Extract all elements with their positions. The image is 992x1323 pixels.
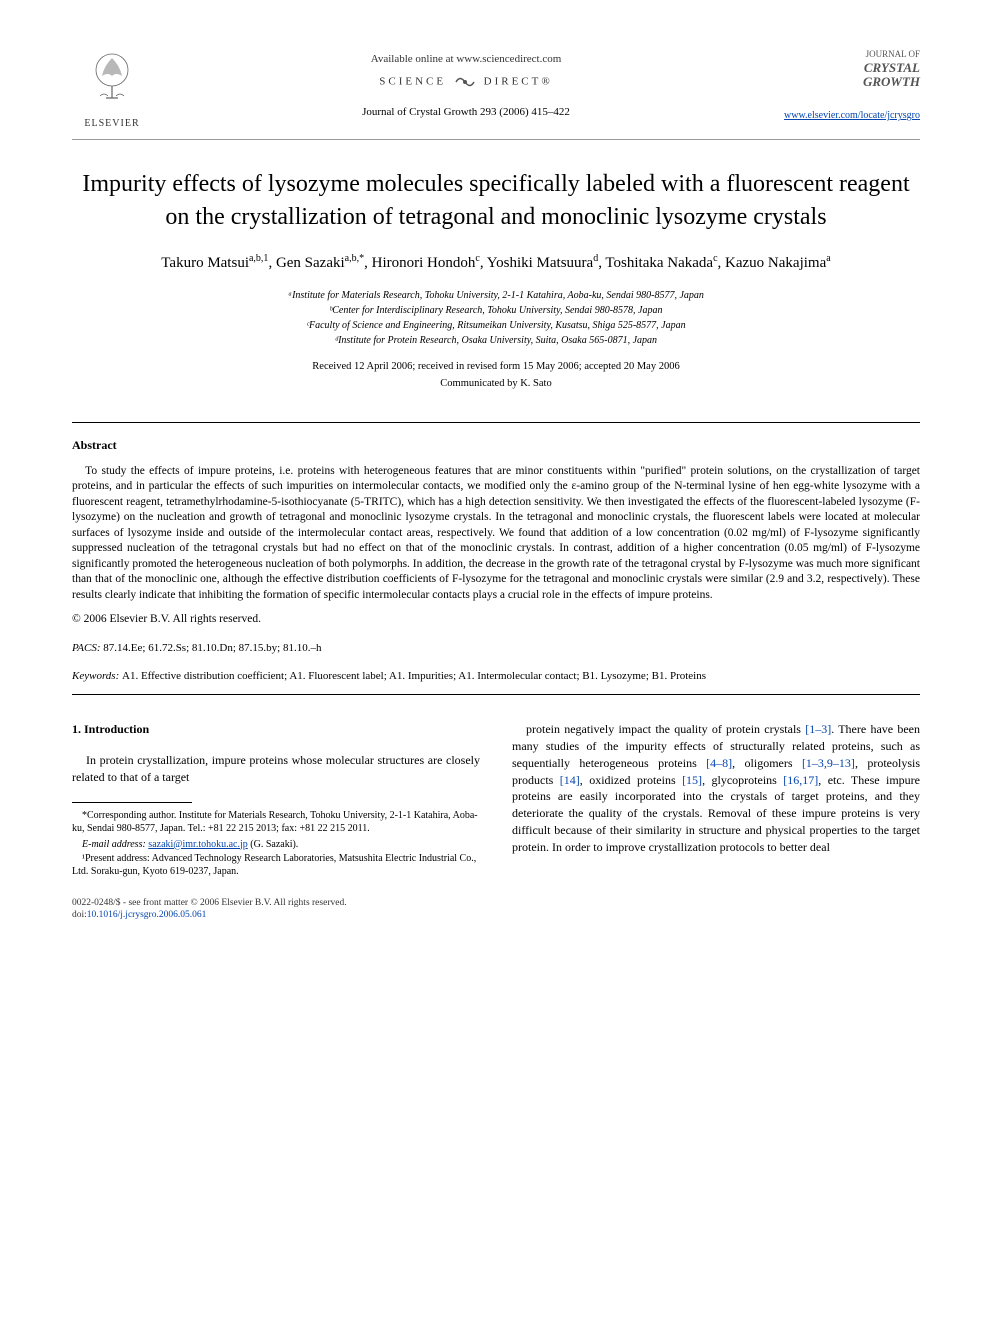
article-title: Impurity effects of lysozyme molecules s…	[82, 168, 910, 233]
right-column: protein negatively impact the quality of…	[512, 721, 920, 878]
intro-para-right: protein negatively impact the quality of…	[512, 721, 920, 855]
elsevier-tree-icon	[82, 48, 142, 108]
center-header: Available online at www.sciencedirect.co…	[152, 48, 780, 121]
journal-logo-line2: GROWTH	[780, 75, 920, 89]
keywords-values: A1. Effective distribution coefficient; …	[122, 670, 706, 682]
page-header: ELSEVIER Available online at www.science…	[72, 48, 920, 131]
science-direct-logo: SCIENCE DIRECT®	[152, 73, 780, 91]
section-1-heading: 1. Introduction	[72, 721, 480, 738]
left-column: 1. Introduction In protein crystallizati…	[72, 721, 480, 878]
body-columns: 1. Introduction In protein crystallizati…	[72, 721, 920, 878]
email-label: E-mail address:	[82, 839, 146, 850]
keywords-bottom-rule	[72, 694, 920, 695]
bottom-meta: 0022-0248/$ - see front matter © 2006 El…	[72, 897, 920, 922]
sd-right: DIRECT®	[484, 76, 553, 88]
front-matter-line: 0022-0248/$ - see front matter © 2006 El…	[72, 897, 920, 909]
author-email-link[interactable]: sazaki@imr.tohoku.ac.jp	[148, 839, 247, 850]
corresponding-footnote: *Corresponding author. Institute for Mat…	[72, 809, 480, 836]
abstract-heading: Abstract	[72, 437, 920, 454]
available-online-text: Available online at www.sciencedirect.co…	[152, 52, 780, 67]
present-address-footnote: ¹Present address: Advanced Technology Re…	[72, 852, 480, 879]
journal-logo-block: JOURNAL OF CRYSTAL GROWTH www.elsevier.c…	[780, 48, 920, 123]
journal-homepage-link[interactable]: www.elsevier.com/locate/jcrysgro	[780, 109, 920, 123]
footnote-divider	[72, 802, 192, 803]
email-footnote: E-mail address: sazaki@imr.tohoku.ac.jp …	[72, 838, 480, 852]
elsevier-logo: ELSEVIER	[72, 48, 152, 131]
email-tail: (G. Sazaki).	[250, 839, 298, 850]
pacs-label: PACS:	[72, 642, 101, 654]
doi-label: doi:	[72, 910, 87, 920]
affiliations: ᵃInstitute for Materials Research, Tohok…	[72, 288, 920, 348]
cite-16-17[interactable]: [16,17]	[783, 773, 818, 787]
sd-swirl-icon	[452, 73, 478, 91]
communicated-by: Communicated by K. Sato	[72, 377, 920, 392]
journal-reference: Journal of Crystal Growth 293 (2006) 415…	[152, 105, 780, 120]
abstract-text: To study the effects of impure proteins,…	[72, 465, 920, 601]
journal-logo-small: JOURNAL OF	[780, 48, 920, 61]
elsevier-name: ELSEVIER	[72, 117, 152, 131]
keywords-line: Keywords: A1. Effective distribution coe…	[72, 669, 920, 684]
pacs-line: PACS: 87.14.Ee; 61.72.Ss; 81.10.Dn; 87.1…	[72, 641, 920, 656]
journal-logo-line1: CRYSTAL	[780, 61, 920, 75]
cite-4-8[interactable]: [4–8]	[706, 756, 732, 770]
header-divider	[72, 139, 920, 140]
cite-15[interactable]: [15]	[682, 773, 702, 787]
sd-left: SCIENCE	[379, 76, 446, 88]
cite-1-3-9-13[interactable]: [1–3,9–13]	[802, 756, 855, 770]
intro-para-left: In protein crystallization, impure prote…	[72, 752, 480, 786]
abstract-top-rule	[72, 422, 920, 423]
pacs-values: 87.14.Ee; 61.72.Ss; 81.10.Dn; 87.15.by; …	[103, 642, 321, 654]
cite-14[interactable]: [14]	[560, 773, 580, 787]
manuscript-dates: Received 12 April 2006; received in revi…	[72, 360, 920, 375]
cite-1-3[interactable]: [1–3]	[805, 722, 831, 736]
author-list: Takuro Matsuia,b,1, Gen Sazakia,b,*, Hir…	[72, 251, 920, 275]
doi-link[interactable]: 10.1016/j.jcrysgro.2006.05.061	[87, 910, 207, 920]
doi-line: doi:10.1016/j.jcrysgro.2006.05.061	[72, 909, 920, 921]
copyright-line: © 2006 Elsevier B.V. All rights reserved…	[72, 611, 920, 627]
abstract-body: To study the effects of impure proteins,…	[72, 464, 920, 604]
keywords-label: Keywords:	[72, 670, 119, 682]
